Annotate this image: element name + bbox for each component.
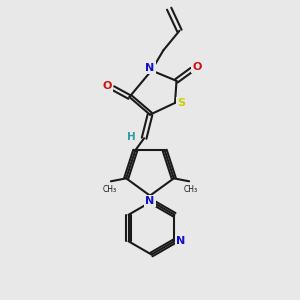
Text: CH₃: CH₃: [184, 185, 198, 194]
Text: N: N: [146, 63, 154, 73]
Text: O: O: [103, 81, 112, 91]
Text: S: S: [178, 98, 185, 108]
Text: N: N: [146, 196, 154, 206]
Text: CH₃: CH₃: [102, 185, 116, 194]
Text: H: H: [128, 132, 136, 142]
Text: O: O: [192, 62, 202, 72]
Text: N: N: [176, 236, 185, 246]
